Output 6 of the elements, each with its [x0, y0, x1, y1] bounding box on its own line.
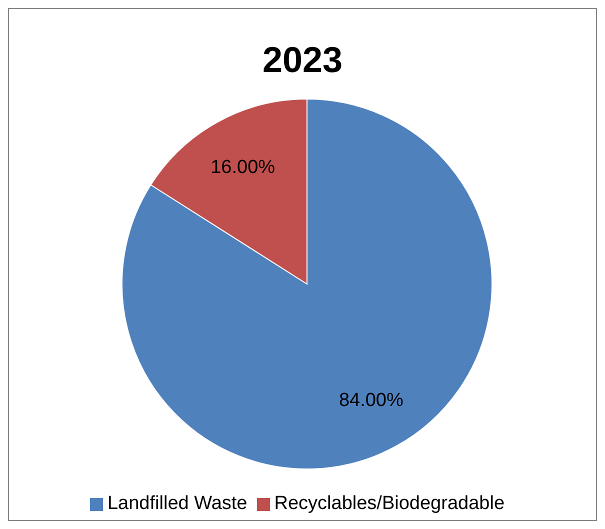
legend-label: Landfilled Waste: [107, 493, 248, 514]
data-label: 16.00%: [210, 156, 276, 178]
chart-title: 2023: [261, 39, 344, 81]
legend-label: Recyclables/Biodegradable: [274, 493, 505, 514]
pie-slice: [122, 98, 492, 470]
data-label: 84.00%: [338, 390, 404, 412]
